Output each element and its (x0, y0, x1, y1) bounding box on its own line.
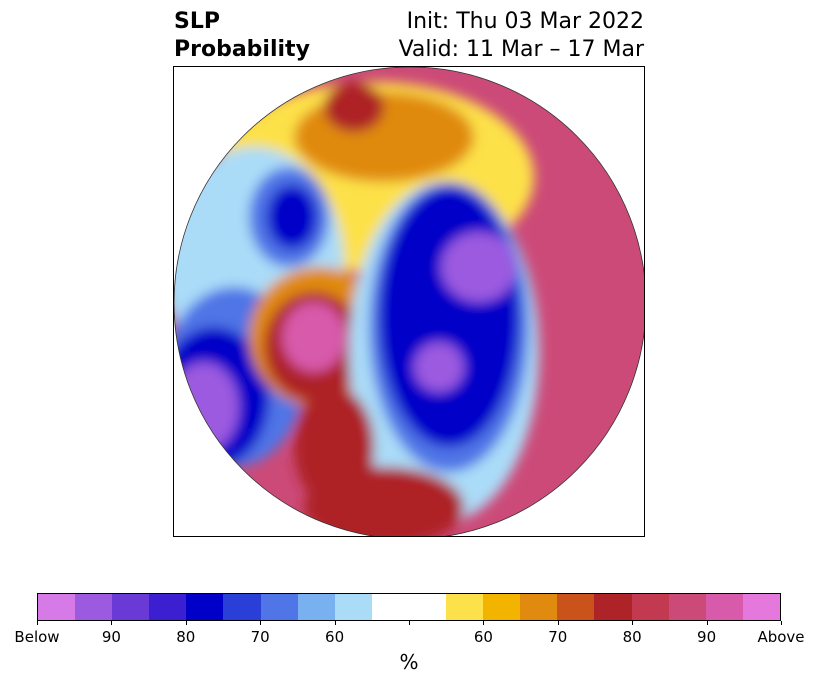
region-europe-strong (324, 82, 384, 132)
colorbar-segment (260, 594, 298, 620)
probability-shading (174, 82, 539, 536)
colorbar-tick-label: 70 (250, 628, 270, 646)
colorbar-tick (706, 621, 708, 625)
region-iceland-strong (267, 185, 317, 249)
colorbar-segment (223, 594, 261, 620)
colorbar-tick-label: 90 (697, 628, 717, 646)
probability-map (174, 67, 644, 536)
colorbar-tick-label: 60 (325, 628, 345, 646)
region-siberia-max (441, 232, 517, 302)
chart-dates: Init: Thu 03 Mar 2022 Valid: 11 Mar – 17… (399, 8, 644, 64)
colorbar-tick (483, 621, 485, 625)
colorbar-tick-label: 60 (473, 628, 493, 646)
region-greenland-max (282, 302, 346, 372)
colorbar-tick (334, 621, 336, 625)
colorbar-tick-label: Below (14, 628, 60, 646)
title-quantity: Probability (174, 37, 310, 62)
region-arctic-strong (379, 187, 519, 447)
colorbar-tick (409, 621, 410, 625)
colorbar-segment (112, 594, 150, 620)
colorbar-segment (75, 594, 113, 620)
colorbar-tick-label: 80 (176, 628, 196, 646)
valid-range: Valid: 11 Mar – 17 Mar (398, 37, 644, 62)
colorbar-segment (631, 594, 669, 620)
colorbar-tick (632, 621, 634, 625)
map-panel (173, 66, 645, 537)
colorbar-segment (186, 594, 224, 620)
region-europe-mid (294, 92, 474, 182)
colorbar-segment (149, 594, 187, 620)
colorbar-segment (705, 594, 743, 620)
colorbar-tick (185, 621, 187, 625)
title-variable: SLP (174, 9, 220, 34)
colorbar-units: % (399, 650, 419, 674)
colorbar-segment (371, 594, 409, 620)
colorbar-tick-label: 80 (622, 628, 642, 646)
colorbar-segment (334, 594, 372, 620)
region-canada-max (414, 342, 464, 392)
colorbar (37, 593, 781, 621)
colorbar-segment (520, 594, 558, 620)
colorbar-tick (111, 621, 113, 625)
chart-title: SLP Probability (174, 8, 310, 64)
colorbar-segment (38, 594, 76, 620)
init-date: Init: Thu 03 Mar 2022 (406, 9, 644, 34)
colorbar-segment (483, 594, 521, 620)
colorbar-tick (37, 621, 38, 625)
colorbar-tick-label: 70 (548, 628, 568, 646)
colorbar-tick-label: 90 (101, 628, 121, 646)
colorbar-segment (668, 594, 706, 620)
colorbar-tick (781, 621, 782, 625)
colorbar-segment (594, 594, 632, 620)
colorbar-segment (446, 594, 484, 620)
colorbar-segment (297, 594, 335, 620)
colorbar-tick-label: Above (757, 628, 805, 646)
hemisphere-disk (174, 67, 644, 536)
colorbar-segment (408, 594, 447, 620)
colorbar-tick (260, 621, 262, 625)
region-rockies-strong (294, 387, 374, 507)
colorbar-segment (557, 594, 595, 620)
colorbar-tick (557, 621, 559, 625)
colorbar-segment (742, 594, 780, 620)
